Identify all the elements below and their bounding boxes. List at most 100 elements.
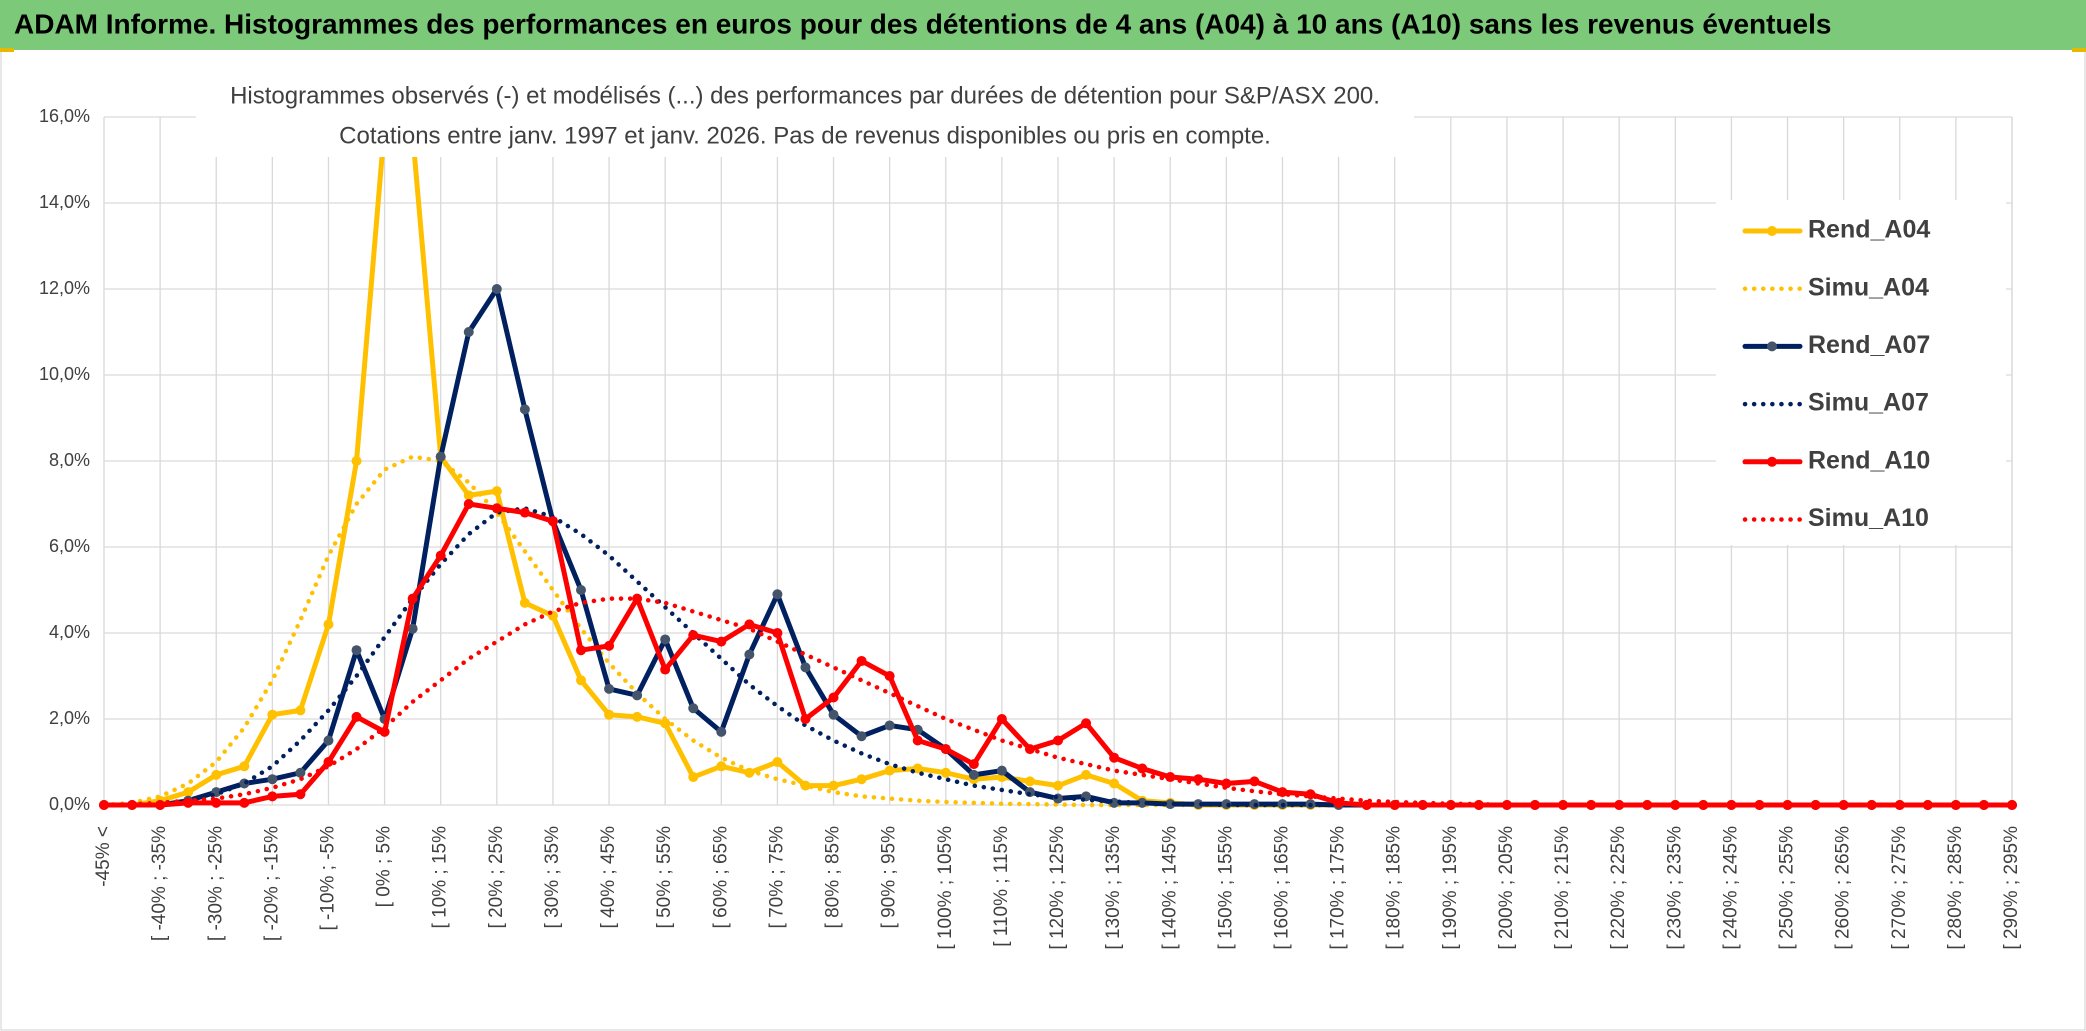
point [351, 645, 362, 656]
x-tick-label: [ 280% ; 285% [1945, 826, 1966, 950]
point [407, 593, 418, 604]
chart-title: Histogrammes observés (-) et modélisés (… [230, 82, 1380, 109]
point [519, 507, 530, 518]
x-tick-label: [ 10% ; 15% [430, 826, 451, 929]
point [940, 744, 951, 755]
point [1081, 769, 1092, 780]
legend-label: Rend_A04 [1808, 216, 1930, 244]
x-tick-label: [ 240% ; 245% [1720, 826, 1741, 950]
point [267, 791, 278, 802]
point [1053, 780, 1063, 791]
x-tick-label: [ -10% ; -5% [317, 826, 338, 931]
point [688, 630, 699, 641]
x-tick-label: [ 190% ; 195% [1440, 826, 1461, 950]
x-tick-label: [ 0% ; 5% [374, 826, 395, 907]
x-tick-label: [ 130% ; 135% [1103, 826, 1124, 950]
point [996, 714, 1007, 724]
x-tick-label: -45% < [93, 826, 114, 887]
point [1950, 800, 1961, 810]
point [1193, 774, 1204, 785]
legend-label: Rend_A10 [1808, 446, 1930, 474]
point [744, 619, 755, 630]
point [435, 451, 446, 462]
point [491, 503, 502, 514]
legend-marker [1767, 341, 1777, 352]
x-tick-label: [ 120% ; 125% [1047, 826, 1068, 950]
series-line [101, 596, 2015, 808]
corner [0, 48, 14, 52]
point [323, 619, 334, 630]
point [884, 765, 895, 776]
x-tick-label: [ 40% ; 45% [598, 826, 619, 929]
x-tick-label: [ 50% ; 55% [654, 826, 675, 929]
point [996, 765, 1007, 776]
x-tick-label: [ -40% ; -35% [149, 826, 170, 941]
point [828, 692, 839, 703]
point [547, 516, 558, 527]
point [688, 772, 699, 783]
x-tick-label: [ 90% ; 95% [879, 826, 900, 929]
point [1642, 800, 1653, 810]
point [1978, 800, 1989, 810]
x-tick-label: [ 150% ; 155% [1215, 826, 1236, 950]
corner [2072, 48, 2086, 52]
y-tick-label: 14,0% [39, 192, 90, 212]
x-tick-label: [ 220% ; 225% [1608, 826, 1629, 950]
point [576, 675, 586, 686]
y-tick-label: 2,0% [49, 708, 90, 728]
x-tick-label: [ 70% ; 75% [766, 826, 787, 929]
point [463, 327, 474, 337]
point [828, 709, 839, 720]
point [323, 757, 334, 767]
point [604, 709, 615, 720]
point [660, 718, 671, 729]
chart-subtitle: Cotations entre janv. 1997 et janv. 2026… [339, 122, 1271, 149]
point [1165, 799, 1176, 810]
point [351, 456, 362, 466]
x-tick-label: [ 100% ; 105% [935, 826, 956, 950]
x-tick-label: [ 250% ; 255% [1777, 826, 1798, 950]
point [856, 731, 867, 742]
point [407, 623, 418, 634]
point [576, 645, 586, 656]
point [267, 774, 278, 785]
point [239, 797, 250, 808]
point [267, 709, 278, 720]
x-tick-label: [ 110% ; 115% [991, 826, 1012, 947]
x-tick-label: [ 180% ; 185% [1384, 826, 1405, 950]
point [716, 636, 727, 647]
legend-label: Simu_A04 [1808, 273, 1929, 301]
y-tick-label: 12,0% [39, 278, 90, 298]
y-tick-label: 16,0% [39, 106, 90, 126]
x-tick-label: [ 200% ; 205% [1496, 826, 1517, 950]
point [576, 585, 586, 595]
x-tick-label: [ -30% ; -25% [205, 826, 226, 941]
point [435, 550, 446, 561]
point [1137, 797, 1148, 808]
point [1137, 763, 1148, 774]
point [1109, 778, 1120, 789]
point [604, 640, 615, 651]
x-tick-label: [ 170% ; 175% [1328, 826, 1349, 950]
legend-label: Rend_A07 [1808, 331, 1930, 359]
legend-box [1716, 200, 2006, 545]
x-tick-label: [ 60% ; 65% [710, 826, 731, 929]
point [744, 649, 755, 660]
point [491, 284, 502, 294]
point [828, 780, 839, 791]
point [295, 767, 306, 778]
point [772, 589, 783, 600]
point [632, 690, 643, 701]
point [1614, 800, 1625, 810]
point [772, 628, 783, 638]
x-tick-label: [ 140% ; 145% [1159, 826, 1180, 950]
point [1922, 800, 1933, 810]
point [379, 726, 390, 737]
point [968, 759, 979, 770]
point [323, 735, 334, 746]
header-bar [0, 0, 2086, 50]
x-tick-label: [ 230% ; 235% [1664, 826, 1685, 950]
point [912, 763, 923, 774]
point [295, 705, 306, 716]
